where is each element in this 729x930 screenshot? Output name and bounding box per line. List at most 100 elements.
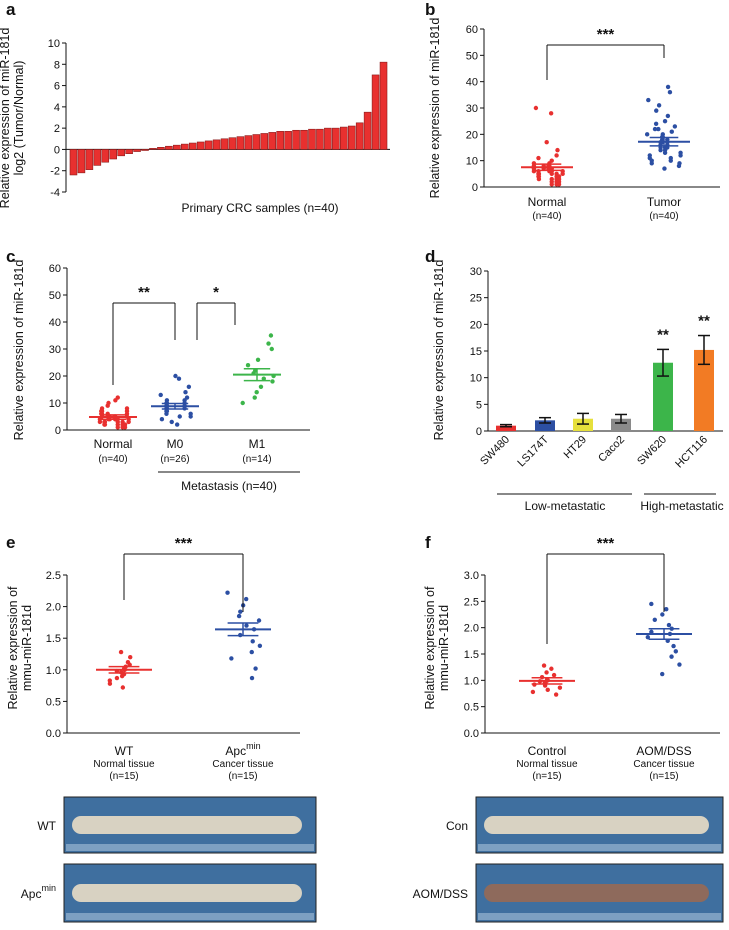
f-y-axis-label-line: Relative expression of [423,586,437,710]
c-data-point [159,417,165,422]
b-data-point [556,182,562,187]
e-y-axis-label: Relative expression ofmmu-miR-181d [6,586,34,710]
c-group-n: (n=40) [98,454,127,465]
f-y-tick-label: 1.5 [464,649,479,661]
e-data-point [107,681,113,686]
a-bar [212,139,221,150]
a-bar [220,138,229,150]
c-y-tick-label: 0 [55,425,61,437]
f-significance-label: *** [597,535,615,552]
f-y-tick-label: 2.0 [464,623,479,635]
f-data-point [553,692,559,697]
a-bar [204,140,213,150]
f-data-point [557,685,563,690]
e-data-point [256,618,262,623]
panel-label-a: a [6,0,16,19]
f-tissue-specimen [484,816,709,834]
a-bar [181,143,189,150]
a-bar [379,61,388,150]
a-bar [165,145,173,150]
c-data-point [126,419,131,425]
c-y-tick-label: 30 [49,344,61,356]
f-group-label: Control [528,744,567,758]
d-category-label: SW620 [635,434,669,468]
d-category-label: LS174T [515,433,551,469]
b-data-point [662,118,668,124]
e-data-point [257,643,263,648]
b-data-point [544,140,549,145]
f-group-n: (n=15) [649,771,678,782]
f-data-point [645,634,651,640]
panel-label-e: e [6,533,15,552]
b-data-point [549,171,554,177]
c-data-point [169,419,174,425]
d-category-label: Caco2 [596,434,627,465]
b-data-point [536,176,542,182]
a-bar [133,149,141,152]
e-tissue-specimen [72,816,302,834]
a-bar [173,144,181,150]
e-y-tick-label: 2.5 [46,570,61,582]
e-y-axis-label-line: Relative expression of [6,586,20,710]
c-data-point [174,422,180,427]
e-group-n: (n=15) [109,771,138,782]
b-data-point [668,158,673,163]
d-y-tick-label: 15 [470,346,482,358]
a-x-axis-label: Primary CRC samples (n=40) [181,201,338,215]
b-data-point [533,105,539,111]
c-data-point [183,390,188,395]
e-y-axis-label-line: mmu-miR-181d [20,605,34,691]
a-bar [117,149,125,157]
b-data-point [656,126,661,132]
e-data-point [114,675,120,681]
e-data-point [225,590,230,595]
f-y-tick-label: 0.5 [464,702,479,714]
a-bar [228,137,237,150]
c-data-point [173,373,178,379]
c-significance-label: * [213,284,219,301]
e-y-tick-label: 0.5 [46,696,61,708]
b-data-point [669,129,674,134]
d-y-tick-label: 25 [470,293,482,305]
c-group-n: (n=14) [242,454,271,465]
panel-label-d: d [425,247,435,266]
a-bar [236,136,245,150]
c-data-point [240,400,245,406]
f-data-point [541,663,547,668]
d-category-label: HT29 [562,434,590,462]
e-tissue-specimen [72,884,302,902]
a-bar [244,135,253,150]
a-y-tick-label: 0 [54,144,60,156]
e-group-sublabel: Normal tissue [93,759,155,770]
c-data-point [122,425,128,430]
a-y-tick-label: 4 [54,102,60,114]
c-data-point [177,414,182,419]
f-data-point [530,689,536,695]
d-category-label: SW480 [478,434,512,468]
a-bar [252,134,261,150]
a-bar [125,149,133,154]
c-data-point [269,346,274,352]
a-y-tick-label: 6 [54,81,60,93]
c-data-point [261,376,266,381]
d-bar [573,418,593,431]
d-group-caption: High-metastatic [640,499,723,513]
a-bar [149,148,157,150]
e-data-point [128,654,133,660]
a-bar [347,125,356,150]
b-data-point [560,171,565,177]
b-group-n: (n=40) [532,211,561,222]
c-data-point [188,414,193,419]
a-y-axis-label-line: log2 (Tumor/Normal) [12,61,26,176]
a-bar [101,149,110,163]
a-bar [332,127,340,150]
c-y-tick-label: 20 [49,371,61,383]
e-data-point [243,596,249,602]
c-data-point [105,403,110,408]
b-data-point [644,132,650,137]
b-group-label: Normal [528,195,567,209]
a-bar [196,141,205,150]
f-tissue-specimen [484,884,709,902]
f-y-tick-label: 1.0 [464,675,479,687]
